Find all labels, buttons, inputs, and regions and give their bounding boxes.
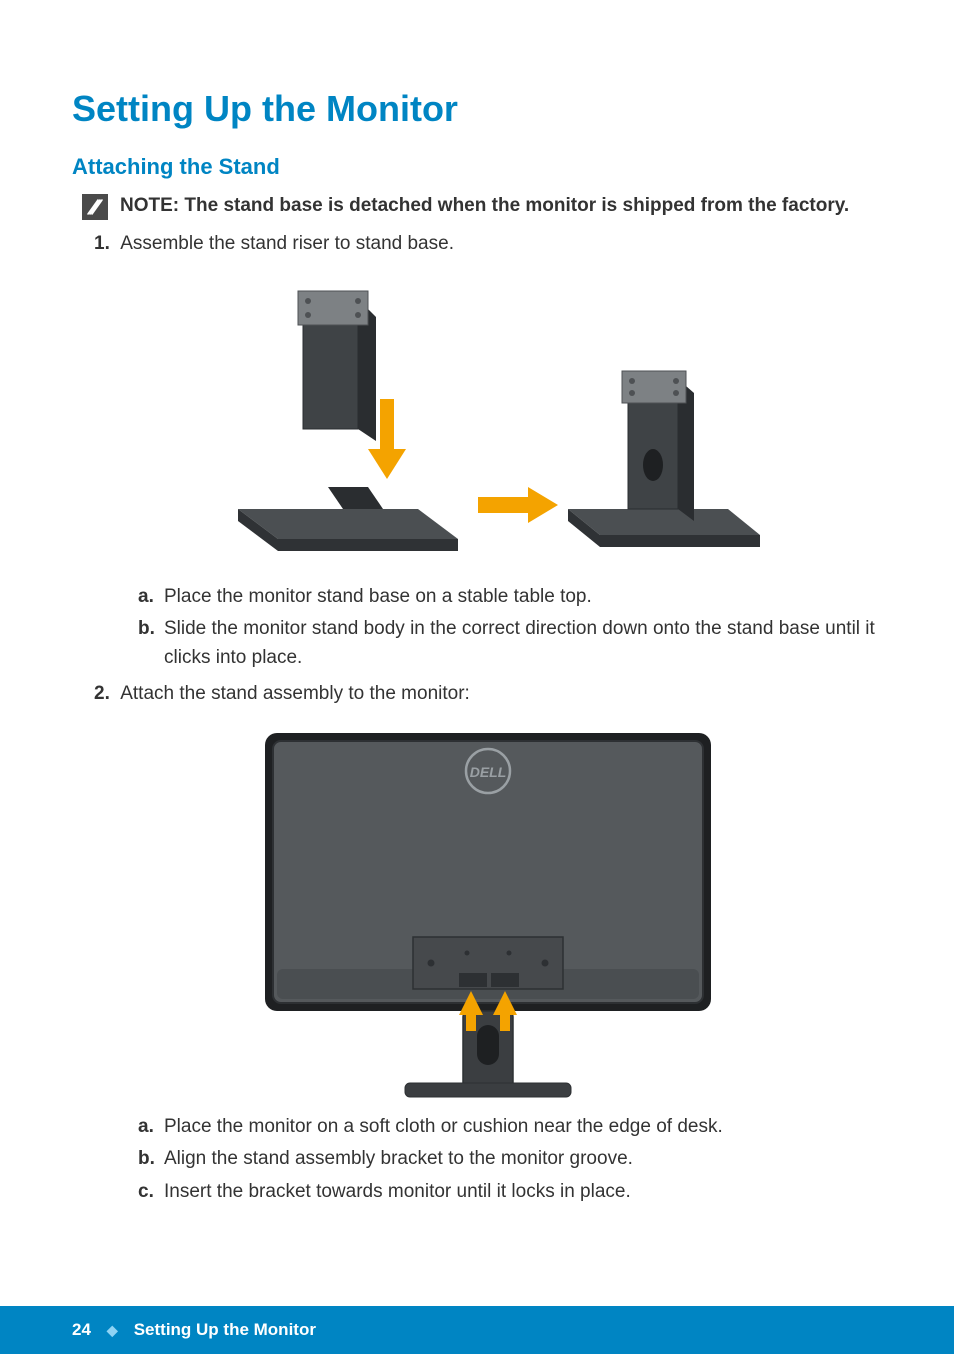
figure-monitor-back: DELL — [94, 719, 882, 1099]
sub-step-item: a. Place the monitor stand base on a sta… — [138, 583, 882, 612]
sub-step-marker: a. — [138, 583, 164, 612]
sub-step-item: a. Place the monitor on a soft cloth or … — [138, 1113, 882, 1142]
figure-stand-assembly — [94, 269, 882, 569]
sub-steps-list: a. Place the monitor on a soft cloth or … — [138, 1113, 882, 1207]
sub-step-item: b. Slide the monitor stand body in the c… — [138, 615, 882, 672]
note-body: The stand base is detached when the moni… — [184, 195, 849, 216]
step-text: Assemble the stand riser to stand base. — [120, 233, 454, 254]
sub-step-item: c. Insert the bracket towards monitor un… — [138, 1178, 882, 1207]
monitor-back-diagram: DELL — [253, 719, 723, 1099]
svg-text:DELL: DELL — [470, 764, 507, 780]
section-subtitle: Attaching the Stand — [72, 154, 882, 180]
sub-step-item: b. Align the stand assembly bracket to t… — [138, 1145, 882, 1174]
note-callout: NOTE: The stand base is detached when th… — [82, 192, 882, 220]
sub-step-marker: b. — [138, 615, 164, 672]
footer-page-number: 24 — [72, 1320, 91, 1340]
step-marker: 2. — [94, 680, 116, 709]
note-label: NOTE: — [120, 195, 179, 216]
sub-step-text: Place the monitor on a soft cloth or cus… — [164, 1113, 723, 1142]
page-title: Setting Up the Monitor — [72, 88, 882, 130]
note-text: NOTE: The stand base is detached when th… — [120, 192, 849, 220]
sub-step-marker: c. — [138, 1178, 164, 1207]
sub-step-text: Place the monitor stand base on a stable… — [164, 583, 592, 612]
sub-step-text: Align the stand assembly bracket to the … — [164, 1145, 633, 1174]
step-item: 1. Assemble the stand riser to stand bas… — [94, 230, 882, 672]
sub-step-marker: a. — [138, 1113, 164, 1142]
footer-separator-icon: ◆ — [107, 1322, 118, 1339]
sub-step-marker: b. — [138, 1145, 164, 1174]
sub-steps-list: a. Place the monitor stand base on a sta… — [138, 583, 882, 673]
sub-step-text: Slide the monitor stand body in the corr… — [164, 615, 882, 672]
stand-assembly-diagram — [208, 269, 768, 569]
step-text: Attach the stand assembly to the monitor… — [120, 683, 470, 704]
footer-section-title: Setting Up the Monitor — [134, 1320, 316, 1340]
sub-step-text: Insert the bracket towards monitor until… — [164, 1178, 631, 1207]
document-page: Setting Up the Monitor Attaching the Sta… — [0, 0, 954, 1354]
note-icon — [82, 194, 108, 220]
step-item: 2. Attach the stand assembly to the moni… — [94, 680, 882, 1206]
step-marker: 1. — [94, 230, 116, 259]
main-steps-list: 1. Assemble the stand riser to stand bas… — [94, 230, 882, 1206]
page-footer: 24 ◆ Setting Up the Monitor — [0, 1306, 954, 1354]
